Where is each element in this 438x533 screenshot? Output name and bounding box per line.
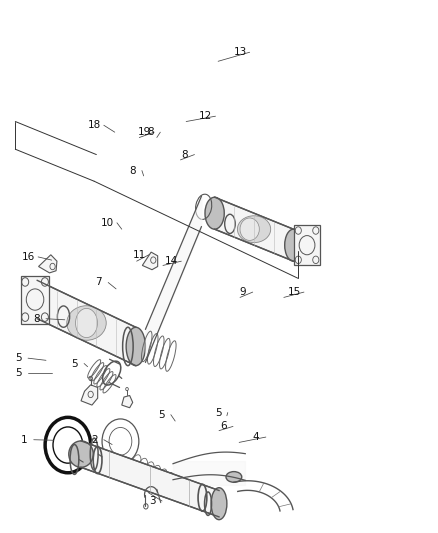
Text: 11: 11 <box>133 250 146 260</box>
Text: 7: 7 <box>95 278 102 287</box>
Text: 16: 16 <box>22 252 35 262</box>
Ellipse shape <box>126 327 145 366</box>
Text: 8: 8 <box>33 314 40 324</box>
Text: 15: 15 <box>288 287 301 297</box>
Polygon shape <box>122 395 133 408</box>
Ellipse shape <box>24 280 46 319</box>
Text: 6: 6 <box>220 422 227 431</box>
Text: 5: 5 <box>15 368 22 378</box>
Text: 13: 13 <box>233 47 247 57</box>
Text: 5: 5 <box>15 353 22 363</box>
Text: 19: 19 <box>138 127 151 137</box>
Ellipse shape <box>211 488 227 520</box>
Polygon shape <box>142 252 158 270</box>
Text: 3: 3 <box>149 496 156 506</box>
Text: 2: 2 <box>91 435 98 445</box>
Polygon shape <box>81 385 98 405</box>
Ellipse shape <box>76 309 97 337</box>
Text: 8: 8 <box>129 166 136 175</box>
Polygon shape <box>81 441 219 517</box>
Text: 10: 10 <box>101 218 114 228</box>
Bar <box>294 225 320 265</box>
Text: 5: 5 <box>158 410 165 419</box>
Ellipse shape <box>240 218 259 240</box>
Ellipse shape <box>205 197 224 229</box>
Text: 1: 1 <box>21 435 28 445</box>
Ellipse shape <box>237 216 271 243</box>
Polygon shape <box>215 197 293 261</box>
Text: 14: 14 <box>165 256 178 266</box>
Ellipse shape <box>285 229 302 261</box>
Text: 18: 18 <box>88 120 101 130</box>
Ellipse shape <box>67 306 106 340</box>
Text: 12: 12 <box>199 111 212 121</box>
Polygon shape <box>37 280 136 366</box>
Text: 9: 9 <box>240 287 247 297</box>
Ellipse shape <box>226 472 242 482</box>
Text: 4: 4 <box>253 432 260 442</box>
Text: 5: 5 <box>215 408 222 417</box>
Text: 8: 8 <box>147 127 154 137</box>
Circle shape <box>53 427 83 463</box>
Text: 8: 8 <box>181 150 188 159</box>
Text: 5: 5 <box>71 359 78 368</box>
Polygon shape <box>39 255 57 273</box>
Ellipse shape <box>69 441 93 467</box>
Bar <box>21 276 49 324</box>
